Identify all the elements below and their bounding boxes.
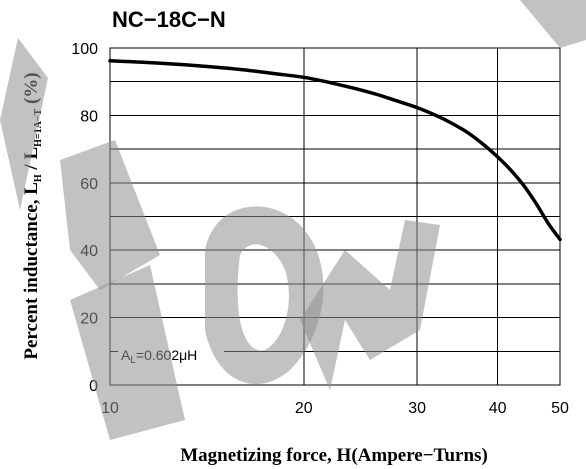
watermark-letter-o bbox=[205, 206, 324, 385]
watermark-stroke-h2 bbox=[70, 265, 185, 440]
x-tick-label: 50 bbox=[551, 400, 569, 417]
watermark-stroke-top-right bbox=[520, 0, 586, 48]
y-axis-label-main: Percent inductance, L bbox=[21, 182, 42, 360]
watermark bbox=[0, 0, 586, 440]
watermark-stroke-h1 bbox=[60, 140, 160, 290]
y-tick-label: 100 bbox=[71, 41, 98, 58]
y-tick-label: 0 bbox=[89, 378, 98, 395]
x-tick-label: 20 bbox=[295, 400, 313, 417]
y-tick-label: 80 bbox=[80, 108, 98, 125]
watermark-stroke-left bbox=[0, 38, 48, 210]
y-axis-label-sub2: H=1A−T bbox=[33, 108, 44, 146]
y-axis-label-sub1: H bbox=[33, 174, 44, 182]
chart-title: NC−18C−N bbox=[112, 7, 226, 32]
x-axis-label: Magnetizing force, H(Ampere−Turns) bbox=[180, 445, 488, 466]
x-tick-label: 30 bbox=[408, 400, 426, 417]
series-line-inductance bbox=[108, 59, 562, 242]
watermark-letter-m bbox=[300, 220, 440, 390]
grid bbox=[110, 48, 560, 385]
x-tick-label: 40 bbox=[489, 400, 507, 417]
